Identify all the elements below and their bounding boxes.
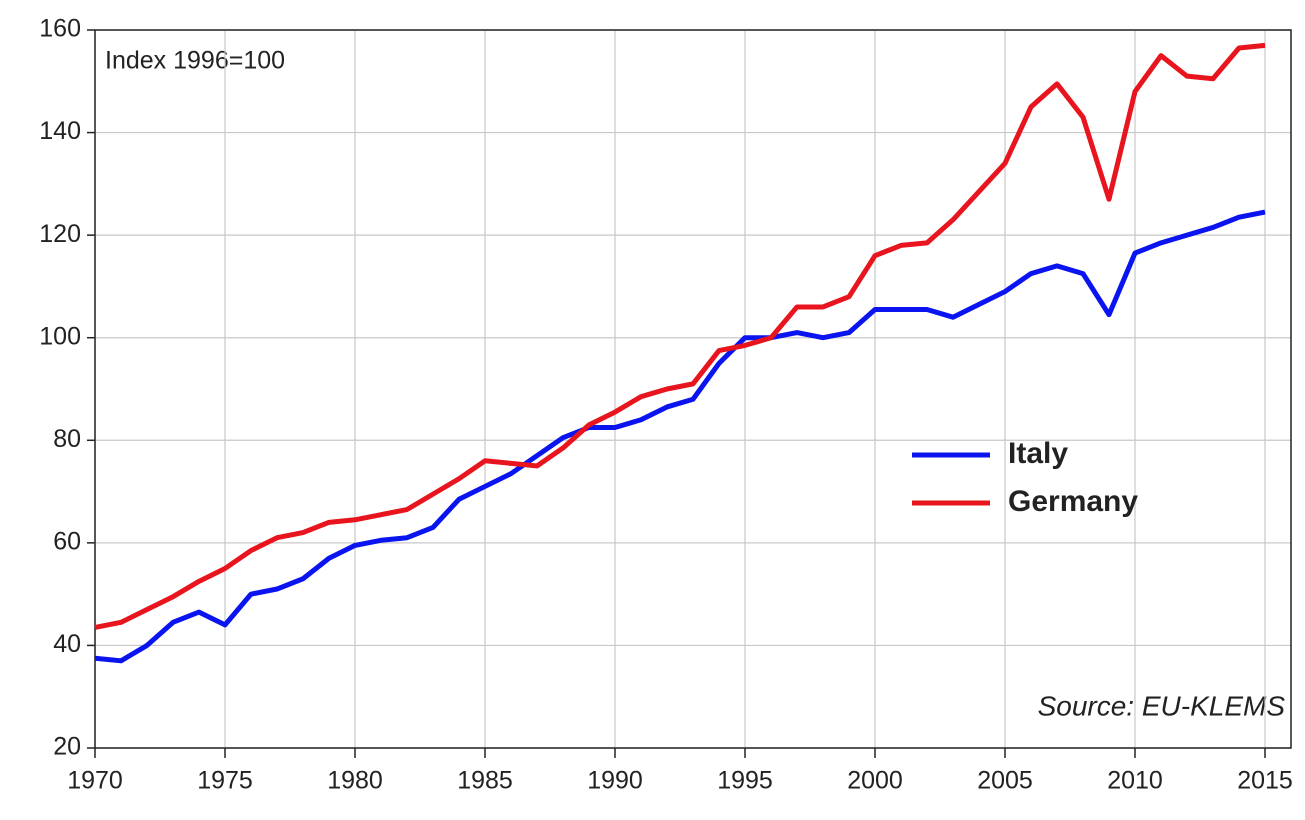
y-tick-label: 160 — [39, 15, 81, 43]
y-tick-label: 20 — [53, 733, 81, 761]
x-tick-label: 2015 — [1237, 767, 1293, 795]
y-tick-label: 100 — [39, 322, 81, 350]
plot-frame — [94, 29, 1292, 749]
annotation: Index 1996=100 — [105, 47, 285, 75]
x-tick-label: 1990 — [587, 767, 643, 795]
y-tick-label: 60 — [53, 527, 81, 555]
annotation: Source: EU-KLEMS — [1038, 690, 1286, 721]
y-tick-label: 40 — [53, 630, 81, 658]
x-tick-label: 2000 — [847, 767, 903, 795]
line-series — [94, 42, 1266, 630]
y-tick-label: 140 — [39, 117, 81, 145]
x-tick-label: 1985 — [457, 767, 513, 795]
x-tick-label: 1970 — [67, 767, 123, 795]
x-tick-label: 1980 — [327, 767, 383, 795]
legend-label: Germany — [1008, 485, 1138, 518]
legend-label: Italy — [1008, 437, 1068, 470]
x-tick-label: 1975 — [197, 767, 253, 795]
line-series — [94, 209, 1266, 664]
x-tick-label: 2010 — [1107, 767, 1163, 795]
y-tick-label: 120 — [39, 220, 81, 248]
x-tick-label: 1995 — [717, 767, 773, 795]
y-tick-label: 80 — [53, 425, 81, 453]
x-tick-label: 2005 — [977, 767, 1033, 795]
